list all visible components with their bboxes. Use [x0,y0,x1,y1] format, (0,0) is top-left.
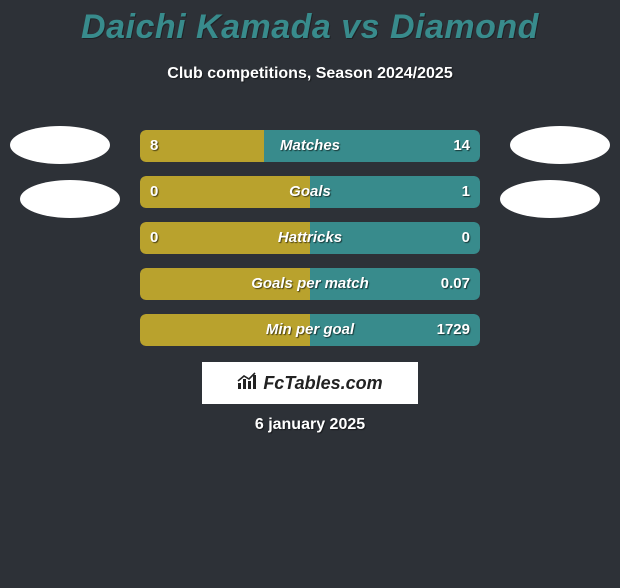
brand-text: FcTables.com [263,373,382,394]
stats-chart: 814Matches 01Goals 00Hattricks 0.07Goals pe… [140,130,480,360]
stat-label: Matches [140,130,480,162]
stat-row: 00Hattricks [140,222,480,254]
stat-row: 814Matches [140,130,480,162]
stat-row: 0.07Goals per match [140,268,480,300]
player-right-avatar-1 [510,126,610,164]
stat-row: 01Goals [140,176,480,208]
stat-label: Goals per match [140,268,480,300]
stat-label: Min per goal [140,314,480,346]
comparison-subtitle: Club competitions, Season 2024/2025 [0,65,620,83]
comparison-title: Daichi Kamada vs Diamond [0,8,620,47]
brand-badge: FcTables.com [202,362,418,404]
snapshot-date: 6 january 2025 [0,416,620,434]
stat-label: Goals [140,176,480,208]
stat-row: 1729Min per goal [140,314,480,346]
player-left-avatar-2 [20,180,120,218]
player-right-avatar-2 [500,180,600,218]
player-left-avatar-1 [10,126,110,164]
brand-chart-icon [237,372,259,395]
stat-label: Hattricks [140,222,480,254]
